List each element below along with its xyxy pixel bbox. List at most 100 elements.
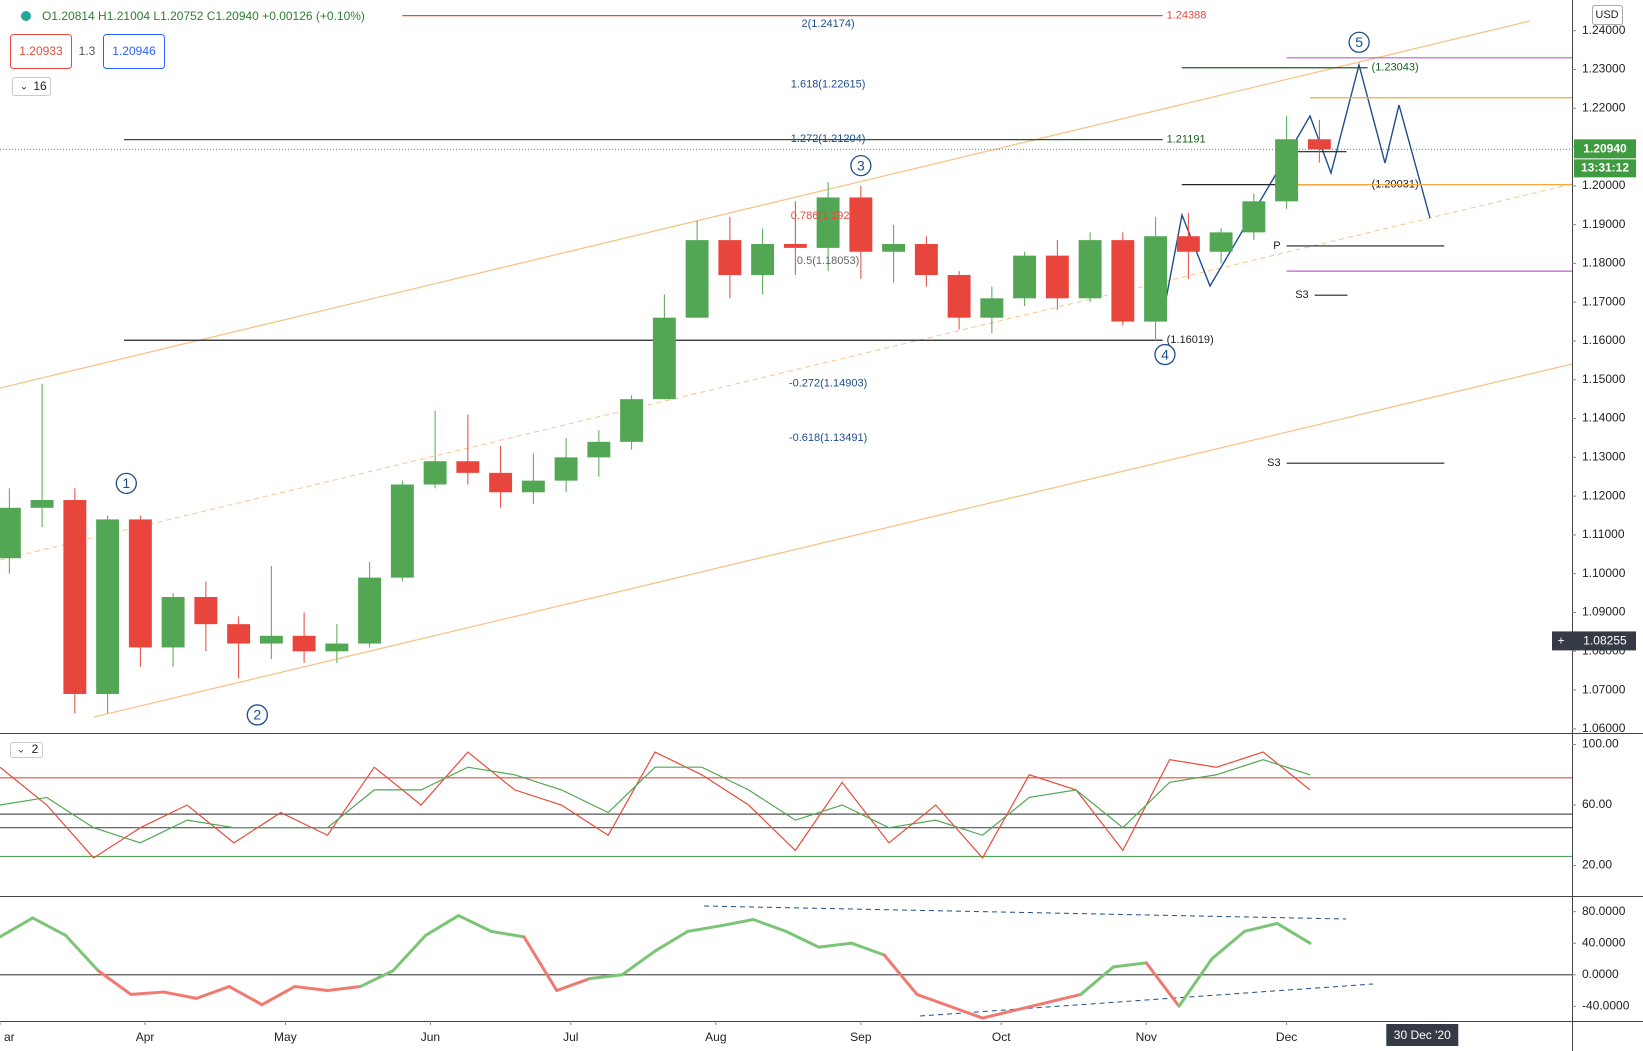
momentum-segment: [1177, 957, 1214, 1008]
momentum-segment: [326, 985, 362, 992]
candle-body: [292, 635, 316, 652]
y-tick-label: 1.11000: [1582, 527, 1625, 541]
candle-body: [1045, 255, 1069, 299]
chevron[interactable]: ⌄: [20, 82, 28, 93]
wave-marker: [850, 154, 872, 177]
momentum-segment: [784, 929, 821, 949]
x-tick-label: Jul: [563, 1030, 578, 1044]
momentum-segment: [1275, 921, 1312, 945]
x-tick-label: Jun: [421, 1030, 440, 1044]
x-tick-label: Oct: [992, 1030, 1011, 1044]
candle-body: [816, 197, 840, 248]
momentum-segment: [1144, 961, 1181, 1008]
sell-button[interactable]: [10, 34, 72, 69]
momentum-segment: [882, 953, 919, 996]
momentum-segment: [948, 1004, 984, 1020]
candle-body: [456, 461, 480, 473]
buy-price[interactable]: 1.20946: [112, 44, 156, 58]
candle-body: [947, 275, 971, 318]
fib-label: 2(1.24174): [801, 18, 854, 30]
cursor-date-box: [1386, 1024, 1459, 1046]
wave-marker: [115, 472, 137, 494]
momentum-segment: [588, 973, 624, 981]
crosshair-price: 1.08255: [1583, 634, 1627, 648]
momentum-segment: [817, 941, 853, 949]
wave-marker: [246, 704, 268, 726]
wave-label: 4: [1161, 346, 1169, 362]
momentum-segment: [1046, 992, 1083, 1004]
candle-body: [882, 244, 906, 252]
candle-body: [783, 244, 807, 248]
y-tick-label: 0.0000: [1582, 967, 1619, 981]
fib-label: 0.786(1.19220): [791, 210, 866, 222]
fib-label: 0.5(1.18053): [797, 255, 859, 267]
momentum-segment: [620, 949, 657, 977]
y-tick-label: 60.00: [1582, 797, 1612, 811]
countdown-tag: [1574, 159, 1636, 178]
candle-body: [30, 500, 54, 508]
x-tick-label: Sep: [850, 1030, 872, 1044]
y-tick-label: 1.15000: [1582, 372, 1626, 386]
momentum-segment: [260, 985, 297, 1007]
candle-body: [718, 240, 742, 276]
y-tick-label: 1.22000: [1582, 100, 1626, 114]
y-tick-label: 100.00: [1582, 737, 1619, 751]
y-tick-label: 1.18000: [1582, 256, 1626, 270]
pane-button[interactable]: [10, 742, 43, 758]
momentum-segment: [1243, 921, 1279, 933]
wave-label: 3: [857, 157, 865, 173]
candle-body: [980, 298, 1004, 318]
candle-body: [1242, 201, 1266, 233]
y-tick-label: 80.0000: [1582, 904, 1626, 918]
y-tick-label: 1.12000: [1582, 488, 1626, 502]
candle-body: [1013, 255, 1037, 299]
candle-body: [1111, 240, 1135, 322]
y-tick-label: 1.17000: [1582, 294, 1626, 308]
fib-label: 1.272(1.21204): [791, 133, 866, 145]
momentum-segment: [555, 977, 591, 992]
momentum-segment: [751, 918, 788, 933]
candle-body: [1275, 139, 1299, 202]
currency-box[interactable]: [1592, 5, 1623, 25]
momentum-segment: [457, 914, 493, 933]
x-tick-label: May: [274, 1030, 297, 1044]
channel-line: [0, 20, 1531, 389]
level-label: 1.21191: [1167, 134, 1206, 146]
collapse-button[interactable]: [12, 77, 51, 96]
candle-body: [685, 240, 709, 318]
chevron[interactable]: ⌄: [17, 745, 25, 756]
candle-body: [128, 519, 152, 648]
momentum-segment: [522, 935, 559, 992]
candle-body: [1176, 236, 1200, 252]
last-price-tag: [1574, 139, 1636, 159]
momentum-segment: [653, 929, 690, 953]
wave-marker: [1154, 343, 1176, 366]
momentum-segment: [719, 918, 755, 928]
momentum-segment: [850, 941, 886, 957]
candle-body: [751, 244, 775, 276]
plot-area: 1.24388(1.23043)1.21191(1.20031)(1.16019…: [0, 10, 1573, 1020]
y-tick-label: 1.19000: [1582, 217, 1626, 231]
currency[interactable]: USD: [1595, 9, 1618, 21]
buy-button[interactable]: [103, 34, 165, 69]
status-dot: [21, 11, 31, 21]
indicator-count[interactable]: 16: [33, 79, 47, 93]
x-tick-label: Nov: [1136, 1030, 1157, 1044]
momentum-segment: [129, 990, 166, 996]
candle-body: [161, 597, 185, 648]
sell-price[interactable]: 1.20933: [19, 44, 63, 58]
channel-line: [0, 183, 1573, 561]
candle-body: [554, 457, 578, 481]
momentum-segment: [358, 969, 395, 989]
candle-body: [390, 484, 414, 578]
y-tick-label: 40.0000: [1582, 935, 1626, 949]
divergence-line: [919, 983, 1374, 1017]
candle-body: [1144, 236, 1168, 322]
momentum-segment: [424, 914, 460, 937]
momentum-segment: [981, 1008, 1017, 1020]
pane-label[interactable]: 2: [32, 742, 39, 756]
candle-body: [423, 461, 447, 485]
candle-body: [96, 519, 120, 694]
